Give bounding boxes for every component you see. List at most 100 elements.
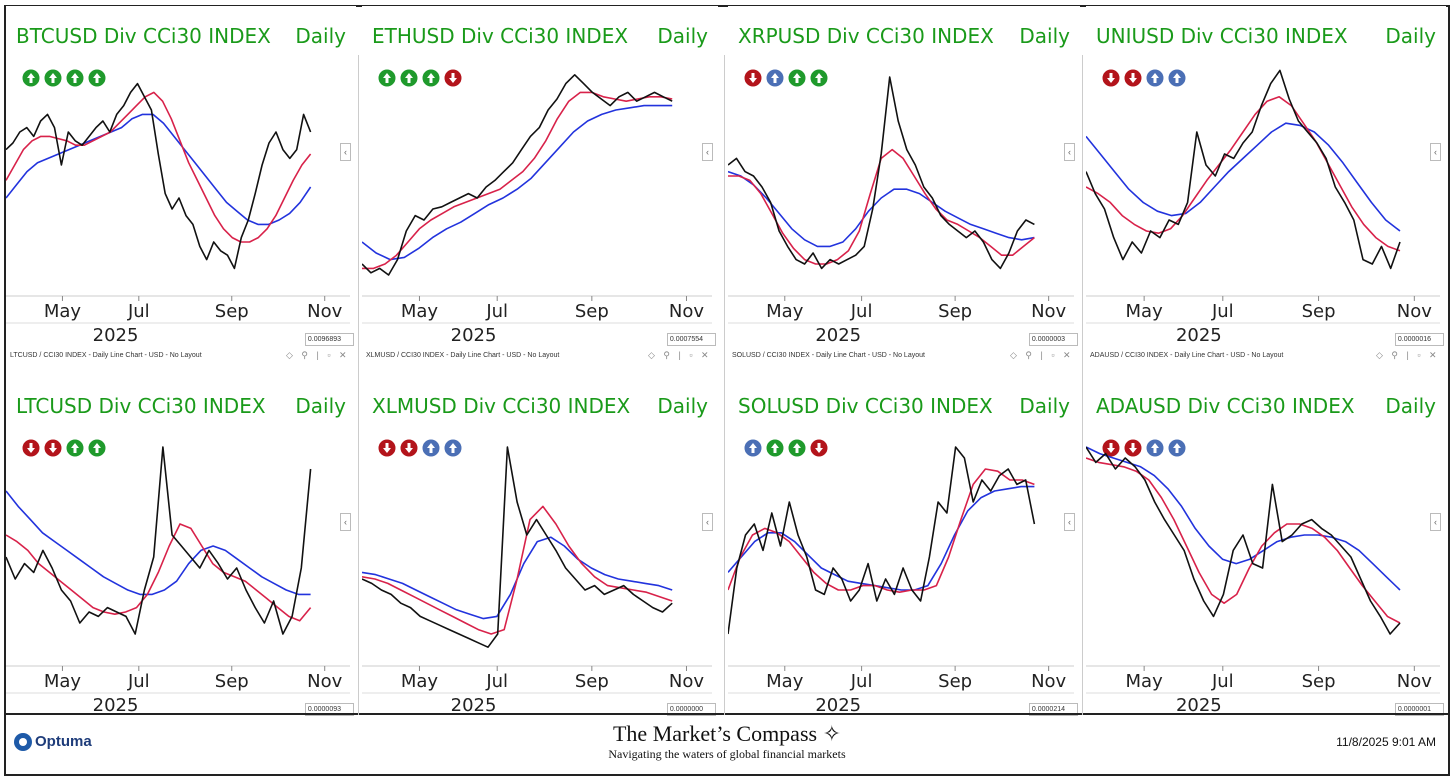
x-tick-label: May xyxy=(766,301,804,322)
collapse-panel-button[interactable]: ‹ xyxy=(1430,513,1441,531)
x-tick-label: Sep xyxy=(1302,671,1336,692)
x-tick-label: Nov xyxy=(307,671,342,692)
collapse-panel-button[interactable]: ‹ xyxy=(340,513,351,531)
price-line xyxy=(6,82,312,270)
signal-down-icon xyxy=(1101,68,1121,88)
x-tick-label: Nov xyxy=(1397,301,1432,322)
panel-separator xyxy=(1082,55,1083,715)
chart-title: ADAUSD Div CCi30 INDEX xyxy=(1096,394,1355,418)
window-controls[interactable]: ◇ ⚲ | ▫ ✕ xyxy=(286,350,350,360)
x-tick-label: Nov xyxy=(307,301,342,322)
x-tick-label: Sep xyxy=(938,671,972,692)
signal-up-icon xyxy=(65,68,85,88)
signal-up-icon xyxy=(43,68,63,88)
x-tick-label: May xyxy=(766,671,804,692)
x-tick-label: Jul xyxy=(485,301,508,322)
signal-up-icon xyxy=(21,68,41,88)
chart-title: BTCUSD Div CCi30 INDEX xyxy=(16,24,271,48)
x-year-label: 2025 xyxy=(451,325,497,346)
x-year-label: 2025 xyxy=(93,695,139,716)
signal-up-icon xyxy=(765,438,785,458)
long-ma-line xyxy=(728,485,1035,591)
chart-window-header: LTCUSD / CCI30 INDEX - Daily Line Chart … xyxy=(10,352,202,359)
long-ma-line xyxy=(6,490,311,596)
x-tick-label: Sep xyxy=(215,671,249,692)
x-tick-label: Jul xyxy=(485,671,508,692)
line-chart: May Jul Sep Nov 2025 xyxy=(6,438,350,716)
line-chart: May Jul Sep Nov 2025 xyxy=(1086,68,1440,346)
chart-panel-3: XRPUSD Div CCi30 INDEX Daily May Jul Sep Nov 2… xyxy=(728,6,1080,346)
x-tick-label: May xyxy=(1126,671,1164,692)
x-tick-label: Nov xyxy=(1031,671,1066,692)
long-ma-line xyxy=(6,113,312,226)
x-year-label: 2025 xyxy=(815,325,861,346)
price-line xyxy=(362,446,673,648)
signal-up-icon xyxy=(87,68,107,88)
long-ma-line xyxy=(1086,446,1401,591)
price-line xyxy=(728,446,1036,635)
last-value-box: 0.0007554 xyxy=(666,333,716,346)
chart-window-header: SOLUSD / CCI30 INDEX - Daily Line Chart … xyxy=(732,352,925,359)
last-value-box: 0.0000001 xyxy=(1394,703,1444,716)
signal-down-icon xyxy=(443,68,463,88)
x-year-label: 2025 xyxy=(815,695,861,716)
signal-blue-icon xyxy=(1145,438,1165,458)
signal-up-icon xyxy=(809,68,829,88)
window-controls[interactable]: ◇ ⚲ | ▫ ✕ xyxy=(648,350,712,360)
footer: Optuma The Market’s Compass ✧ Navigating… xyxy=(4,713,1450,778)
brand-title: The Market’s Compass ✧ xyxy=(612,721,842,746)
window-controls[interactable]: ◇ ⚲ | ▫ ✕ xyxy=(1376,350,1440,360)
chart-title: LTCUSD Div CCi30 INDEX xyxy=(16,394,266,418)
chart-panel-4: UNIUSD Div CCi30 INDEX Daily May Jul Sep Nov 2… xyxy=(1086,6,1446,346)
collapse-panel-button[interactable]: ‹ xyxy=(340,143,351,161)
x-tick-label: Sep xyxy=(575,671,609,692)
x-tick-label: Jul xyxy=(1211,671,1234,692)
long-ma-line xyxy=(728,170,1035,248)
x-year-label: 2025 xyxy=(1176,695,1222,716)
panel-separator xyxy=(724,55,725,715)
collapse-panel-button[interactable]: ‹ xyxy=(702,143,713,161)
short-ma-line xyxy=(362,505,673,635)
x-tick-label: Jul xyxy=(127,671,150,692)
last-value-box: 0.0000003 xyxy=(1028,333,1078,346)
collapse-panel-button[interactable]: ‹ xyxy=(1430,143,1441,161)
chart-frequency: Daily xyxy=(1385,24,1436,48)
signal-down-icon xyxy=(1101,438,1121,458)
short-ma-line xyxy=(1086,95,1401,252)
short-ma-line xyxy=(6,91,312,243)
chart-frequency: Daily xyxy=(657,394,708,418)
collapse-panel-button[interactable]: ‹ xyxy=(1064,513,1075,531)
x-tick-label: Nov xyxy=(669,671,704,692)
collapse-panel-button[interactable]: ‹ xyxy=(702,513,713,531)
chart-panel-1: BTCUSD Div CCi30 INDEX Daily May Jul Sep Nov 2… xyxy=(6,6,356,346)
x-tick-label: Jul xyxy=(127,301,150,322)
signal-blue-icon xyxy=(765,68,785,88)
signal-up-icon xyxy=(377,68,397,88)
line-chart: May Jul Sep Nov 2025 xyxy=(728,438,1074,716)
last-value-box: 0.0000214 xyxy=(1028,703,1078,716)
x-tick-label: Jul xyxy=(1211,301,1234,322)
window-controls[interactable]: ◇ ⚲ | ▫ ✕ xyxy=(1010,350,1074,360)
compass-icon: ✧ xyxy=(822,721,842,746)
brand-block: The Market’s Compass ✧ Navigating the wa… xyxy=(4,721,1450,762)
last-value-box: 0.0000093 xyxy=(304,703,354,716)
signal-down-icon xyxy=(1123,68,1143,88)
chart-panel-8: ADAUSD Div CCi30 INDEX Daily May Jul Sep Nov 2… xyxy=(1086,376,1446,716)
price-line xyxy=(728,76,1035,270)
signal-down-icon xyxy=(1123,438,1143,458)
last-value-box: 0.0000000 xyxy=(666,703,716,716)
chart-frequency: Daily xyxy=(1019,394,1070,418)
chart-title: UNIUSD Div CCi30 INDEX xyxy=(1096,24,1348,48)
collapse-panel-button[interactable]: ‹ xyxy=(1064,143,1075,161)
short-ma-line xyxy=(728,468,1035,593)
x-tick-label: Nov xyxy=(1031,301,1066,322)
long-ma-line xyxy=(362,104,673,261)
chart-frequency: Daily xyxy=(1019,24,1070,48)
line-chart: May Jul Sep Nov 2025 xyxy=(728,68,1074,346)
optuma-logo-icon xyxy=(14,733,32,752)
signal-up-icon xyxy=(787,68,807,88)
signal-up-icon xyxy=(87,438,107,458)
signal-up-icon xyxy=(421,68,441,88)
x-tick-label: Sep xyxy=(575,301,609,322)
long-ma-line xyxy=(1086,122,1401,232)
